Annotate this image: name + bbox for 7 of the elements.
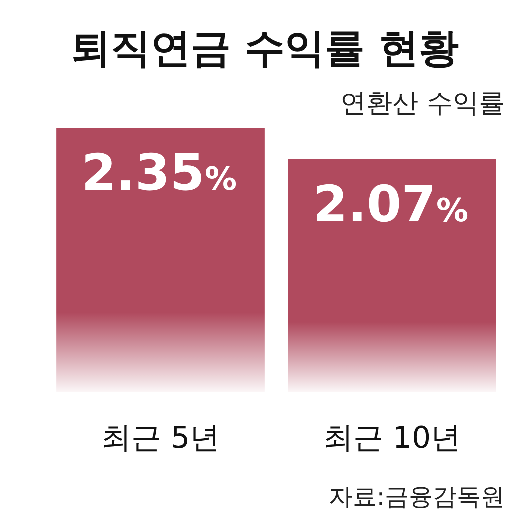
chart-title: 퇴직연금 수익률 현황 — [71, 26, 459, 72]
data-label: 2.07% — [313, 175, 469, 234]
x-tick-label: 최근 10년 — [323, 421, 462, 456]
text: 자료:금융감독원 — [328, 483, 505, 511]
chart-subtitle: 연환산 수익률 — [340, 89, 505, 119]
x-tick-label: 최근 5년 — [101, 421, 220, 456]
data-label: 2.35% — [82, 144, 238, 202]
